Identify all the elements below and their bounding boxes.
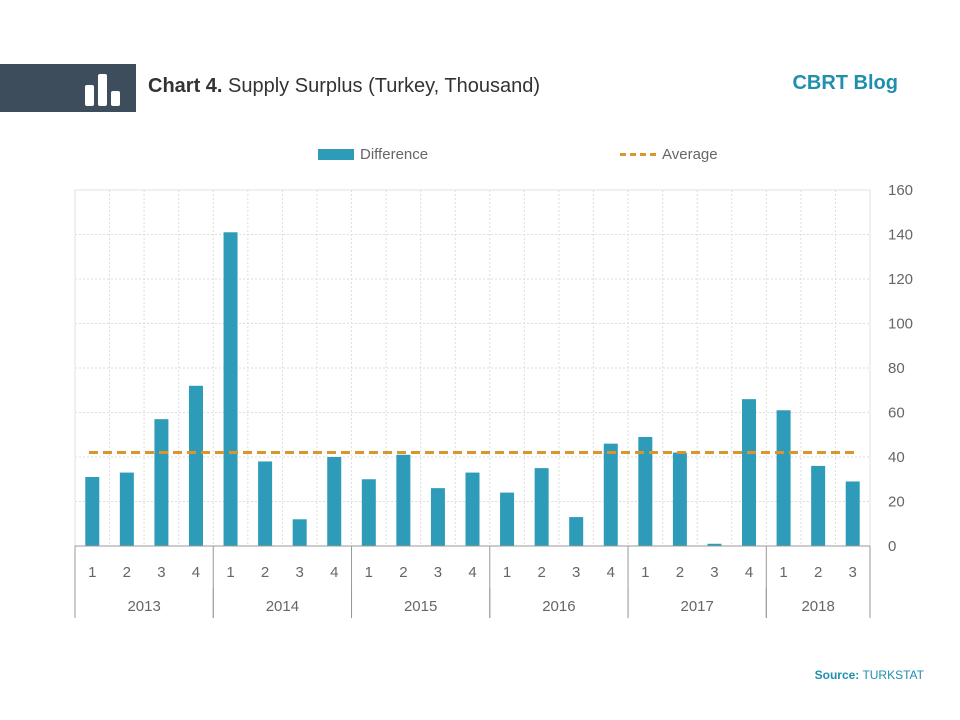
legend-label-difference: Difference [360,146,429,163]
bar [465,472,480,546]
bar [534,468,549,546]
x-tick-label: 3 [710,564,718,581]
bar [500,492,515,546]
x-tick-label: 4 [468,564,476,581]
brand-logo: CBRT Blog [792,72,898,94]
x-tick-label: 3 [572,564,580,581]
x-group-label: 2015 [404,598,437,615]
bar [361,479,376,546]
y-tick-label: 40 [888,449,905,466]
y-tick-label: 120 [888,271,913,288]
y-tick-label: 20 [888,494,905,511]
x-group-label: 2016 [542,598,575,615]
legend-label-average: Average [662,146,718,163]
y-tick-label: 80 [888,360,905,377]
chart-legend: Difference Average [0,146,960,166]
x-group-label: 2013 [127,598,160,615]
x-group-label: 2018 [801,598,834,615]
legend-item-average: Average [620,146,718,163]
bar [742,399,757,546]
y-tick-label: 100 [888,316,913,333]
legend-swatch-line [620,153,656,156]
source-label: Source: [814,668,860,682]
source-note: Source: TURKSTAT [815,668,924,682]
bar [327,457,342,546]
bar [603,443,618,546]
x-tick-label: 1 [88,564,96,581]
x-tick-label: 4 [745,564,753,581]
bar [430,488,445,546]
bar [811,465,826,546]
bar [569,517,584,546]
bar [119,472,134,546]
y-tick-label: 60 [888,405,905,422]
bar [188,385,203,546]
legend-swatch-bar [318,149,354,160]
bar-chart-icon [85,74,120,106]
x-tick-label: 2 [261,564,269,581]
x-tick-label: 1 [503,564,511,581]
bar [85,477,100,546]
x-tick-label: 3 [434,564,442,581]
x-tick-label: 4 [330,564,338,581]
x-tick-label: 2 [676,564,684,581]
bar [707,543,722,546]
bar [258,461,273,546]
x-tick-label: 2 [123,564,131,581]
bar [776,410,791,546]
x-tick-label: 1 [226,564,234,581]
chart-subtitle: (Turkey, Thousand) [368,75,541,97]
x-tick-label: 3 [157,564,165,581]
bar [672,452,687,546]
x-group-label: 2014 [266,598,299,615]
x-tick-label: 1 [641,564,649,581]
bar [154,419,169,546]
header-band [0,64,136,112]
bar [638,436,653,546]
chart-number: Chart 4. [148,75,223,97]
page-title: Chart 4. Supply Surplus (Turkey, Thousan… [148,75,540,98]
x-tick-label: 1 [365,564,373,581]
y-tick-label: 0 [888,538,896,555]
bar [292,519,307,546]
x-tick-label: 3 [849,564,857,581]
x-tick-label: 4 [192,564,200,581]
x-tick-label: 2 [399,564,407,581]
bar [223,232,238,546]
bar [396,454,411,546]
legend-item-difference: Difference [318,146,428,163]
chart-title: Supply Surplus [228,75,363,97]
x-tick-label: 2 [537,564,545,581]
x-tick-label: 3 [296,564,304,581]
x-tick-label: 2 [814,564,822,581]
y-tick-label: 160 [888,182,913,199]
source-value: TURKSTAT [862,668,924,682]
x-group-label: 2017 [680,598,713,615]
x-tick-label: 1 [779,564,787,581]
bar [845,481,860,546]
x-tick-label: 4 [607,564,615,581]
y-tick-label: 140 [888,227,913,244]
